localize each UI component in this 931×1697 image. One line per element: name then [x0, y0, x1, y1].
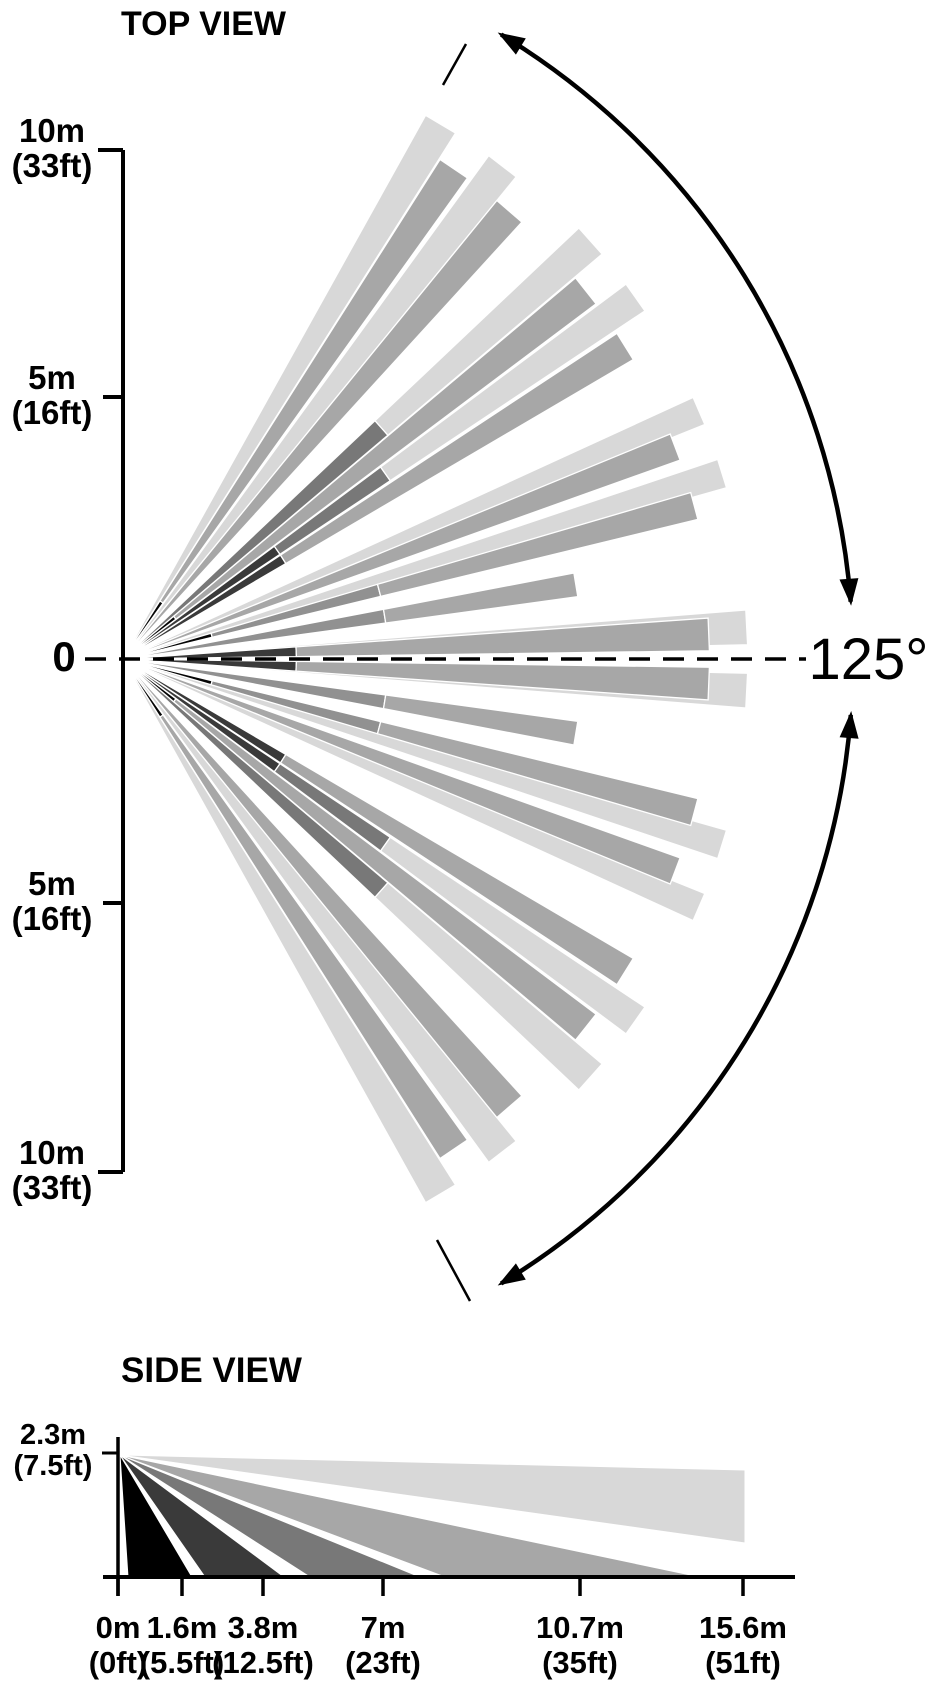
scale-ft: (33ft): [11, 147, 93, 184]
height-label: 2.3m (7.5ft): [0, 1420, 106, 1482]
floor-m: 15.6m: [699, 1610, 787, 1645]
beam-segment: [279, 753, 635, 986]
floor-label-7m: 7m (23ft): [308, 1610, 458, 1680]
floor-m: 0m: [95, 1610, 141, 1645]
arc-arrowhead: [839, 578, 859, 606]
floor-ft: (51ft): [705, 1645, 781, 1680]
beam-segment: [159, 714, 469, 1160]
fan-edge-tick: [441, 43, 468, 86]
angle-arc: [500, 32, 853, 602]
floor-m: 1.6m: [146, 1610, 218, 1645]
scale-label-5m-bottom: 5m (16ft): [0, 866, 104, 936]
beam-segment: [376, 491, 699, 598]
scale-m: 10m: [18, 112, 86, 149]
floor-ft: (12.5ft): [212, 1645, 314, 1680]
beam-segment: [374, 881, 604, 1091]
top-view-title: TOP VIEW: [121, 5, 287, 43]
floor-label-1-6m: 1.6m (5.5ft): [107, 1610, 257, 1680]
floor-label-0m: 0m (0ft): [43, 1610, 193, 1680]
scale-label-10m-top: 10m (33ft): [0, 113, 104, 183]
floor-m: 10.7m: [536, 1610, 624, 1645]
scale-ft: (16ft): [11, 900, 93, 937]
beam-segment: [172, 276, 598, 621]
beam-segment: [295, 660, 711, 701]
floor-ft: (0ft): [88, 1645, 148, 1680]
side-beam-band: [119, 1454, 746, 1544]
coverage-angle-label: 125°: [808, 627, 929, 692]
zero-label: 0: [52, 633, 76, 680]
floor-m: 3.8m: [227, 1610, 299, 1645]
beam-segment: [122, 658, 523, 1119]
beam-segment: [295, 617, 711, 658]
scale-m: 10m: [18, 1134, 86, 1171]
floor-ft: (23ft): [345, 1645, 421, 1680]
floor-label-3-8m: 3.8m (12.5ft): [188, 1610, 338, 1680]
floor-ft: (35ft): [542, 1645, 618, 1680]
beam-segment: [379, 283, 646, 482]
floor-ft: (5.5ft): [139, 1645, 225, 1680]
side-view-title: SIDE VIEW: [121, 1351, 302, 1390]
height-ft: (7.5ft): [13, 1450, 93, 1482]
beam-segment: [374, 227, 604, 437]
beam-segment: [382, 572, 579, 624]
beam-segment: [159, 158, 469, 604]
floor-label-10-7m: 10.7m (35ft): [505, 1610, 655, 1680]
scale-ft: (33ft): [11, 1169, 93, 1206]
scale-m: 5m: [28, 865, 76, 902]
arc-arrowhead: [839, 711, 859, 739]
floor-m: 7m: [360, 1610, 406, 1645]
scale-label-10m-bottom: 10m (33ft): [0, 1135, 104, 1205]
scale-label-5m-top: 5m (16ft): [0, 360, 104, 430]
height-m: 2.3m: [19, 1419, 87, 1451]
beam-segment: [122, 658, 681, 885]
scale-m: 5m: [28, 359, 76, 396]
beam-segment: [122, 199, 523, 660]
floor-label-15-6m: 15.6m (51ft): [668, 1610, 818, 1680]
fan-edge-tick: [435, 1239, 472, 1302]
beam-segment: [172, 697, 598, 1042]
arc-arrowhead: [497, 1263, 526, 1286]
beam-segment: [382, 694, 579, 746]
beam-segment: [122, 433, 681, 660]
angle-arc: [500, 714, 854, 1286]
beam-segment: [279, 332, 635, 565]
beam-segment: [376, 720, 699, 827]
arc-arrowhead: [497, 32, 526, 55]
scale-ft: (16ft): [11, 394, 93, 431]
beam-segment: [379, 836, 646, 1035]
